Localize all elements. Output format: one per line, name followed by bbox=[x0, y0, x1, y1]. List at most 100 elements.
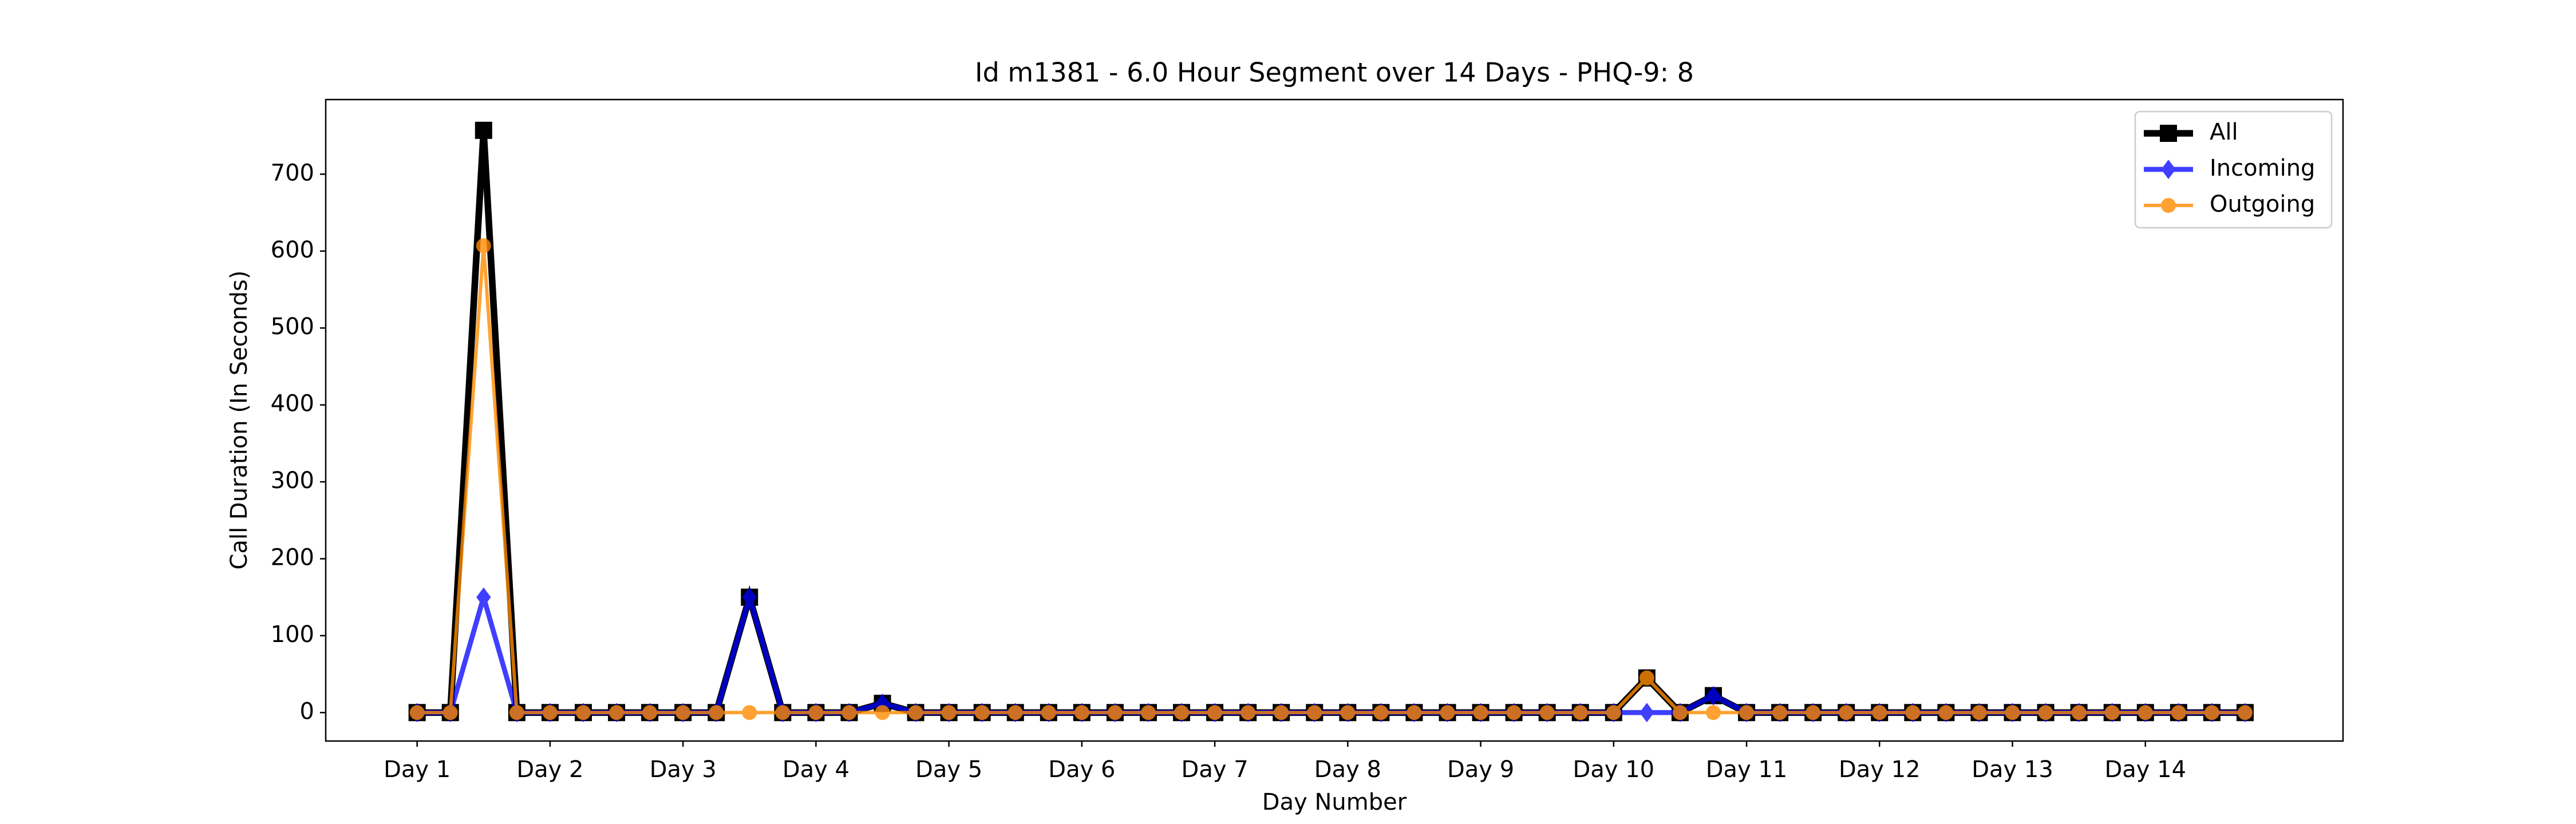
marker bbox=[875, 705, 890, 720]
x-tick-label: Day 14 bbox=[2104, 756, 2186, 783]
marker bbox=[1174, 705, 1190, 720]
marker bbox=[841, 705, 857, 720]
marker bbox=[1041, 705, 1056, 720]
marker bbox=[1473, 705, 1488, 720]
marker bbox=[442, 705, 458, 720]
legend-label: Outgoing bbox=[2210, 191, 2315, 217]
marker bbox=[1706, 686, 1721, 706]
marker bbox=[1805, 705, 1821, 720]
y-tick-label: 200 bbox=[271, 544, 314, 571]
y-tick-label: 500 bbox=[271, 314, 314, 340]
marker bbox=[1506, 705, 1522, 720]
marker bbox=[1406, 705, 1422, 720]
legend-item bbox=[2144, 198, 2193, 213]
plot-area: 0 100 200 300 400 500 600 700 Day 1 Day 2 Day 3 Day… bbox=[271, 121, 2254, 783]
x-tick-label: Day 13 bbox=[1971, 756, 2053, 783]
x-tick-label: Day 1 bbox=[384, 756, 451, 783]
x-axis-label: Day Number bbox=[1262, 789, 1407, 815]
marker bbox=[2204, 705, 2219, 720]
y-tick-label: 0 bbox=[300, 698, 314, 724]
legend-label: Incoming bbox=[2210, 155, 2315, 181]
legend-label: All bbox=[2210, 119, 2238, 145]
marker bbox=[642, 705, 658, 720]
x-tick-label: Day 11 bbox=[1706, 756, 1788, 783]
marker bbox=[1905, 705, 1921, 720]
marker bbox=[1274, 705, 1289, 720]
chart-title: Id m1381 - 6.0 Hour Segment over 14 Days… bbox=[975, 57, 1694, 88]
marker bbox=[742, 587, 757, 607]
axes-frame bbox=[325, 98, 2344, 742]
marker bbox=[1606, 705, 1621, 720]
series bbox=[409, 238, 2253, 720]
marker bbox=[1573, 705, 1588, 720]
marker bbox=[1772, 705, 1788, 720]
marker bbox=[1240, 705, 1256, 720]
marker bbox=[609, 705, 625, 720]
x-tick-label: Day 6 bbox=[1048, 756, 1115, 783]
x-tick-label: Day 12 bbox=[1839, 756, 1921, 783]
marker bbox=[1639, 670, 1654, 686]
marker bbox=[941, 705, 957, 720]
marker bbox=[1340, 705, 1356, 720]
marker bbox=[1373, 705, 1389, 720]
marker bbox=[2161, 160, 2176, 179]
marker bbox=[2171, 705, 2186, 720]
marker bbox=[2138, 705, 2153, 720]
marker bbox=[808, 705, 824, 720]
marker bbox=[1107, 705, 1123, 720]
marker bbox=[475, 121, 492, 139]
marker bbox=[1706, 705, 1721, 720]
marker bbox=[1008, 705, 1023, 720]
x-tick-label: Day 4 bbox=[783, 756, 850, 783]
marker bbox=[409, 705, 425, 720]
marker bbox=[2160, 125, 2177, 142]
marker bbox=[509, 705, 524, 720]
marker bbox=[476, 587, 491, 607]
x-tick-label: Day 3 bbox=[650, 756, 717, 783]
marker bbox=[2161, 198, 2176, 213]
legend-box bbox=[2134, 110, 2333, 229]
y-tick-label: 600 bbox=[271, 237, 314, 263]
y-axis-label: Call Duration (In Seconds) bbox=[226, 271, 252, 570]
marker bbox=[709, 705, 724, 720]
x-tick-label: Day 10 bbox=[1573, 756, 1655, 783]
marker bbox=[2104, 705, 2120, 720]
marker bbox=[974, 705, 990, 720]
x-tick-label: Day 2 bbox=[516, 756, 583, 783]
marker bbox=[2071, 705, 2087, 720]
y-tick-label: 700 bbox=[271, 160, 314, 186]
marker bbox=[1539, 705, 1555, 720]
marker bbox=[1207, 705, 1223, 720]
marker bbox=[2038, 705, 2053, 720]
marker bbox=[1140, 705, 1156, 720]
marker bbox=[1872, 705, 1887, 720]
y-tick-label: 300 bbox=[271, 468, 314, 494]
legend-item bbox=[2144, 160, 2193, 179]
marker bbox=[542, 705, 558, 720]
marker bbox=[1739, 705, 1755, 720]
marker bbox=[1971, 705, 1987, 720]
marker bbox=[1938, 705, 1954, 720]
marker bbox=[575, 705, 591, 720]
marker bbox=[1074, 705, 1089, 720]
y-tick-label: 100 bbox=[271, 621, 314, 648]
marker bbox=[775, 705, 791, 720]
marker bbox=[1639, 703, 1654, 723]
legend-item bbox=[2144, 125, 2193, 142]
marker bbox=[1307, 705, 1322, 720]
legend: All Incoming Outgoing bbox=[2134, 110, 2333, 229]
x-tick-label: Day 9 bbox=[1447, 756, 1514, 783]
marker bbox=[476, 238, 491, 253]
x-tick-label: Day 8 bbox=[1314, 756, 1381, 783]
marker bbox=[742, 705, 757, 720]
y-tick-label: 400 bbox=[271, 391, 314, 417]
marker bbox=[1839, 705, 1854, 720]
marker bbox=[1440, 705, 1455, 720]
marker bbox=[2237, 705, 2253, 720]
marker bbox=[675, 705, 691, 720]
x-tick-label: Day 5 bbox=[915, 756, 982, 783]
marker bbox=[2005, 705, 2020, 720]
x-tick-label: Day 7 bbox=[1182, 756, 1249, 783]
